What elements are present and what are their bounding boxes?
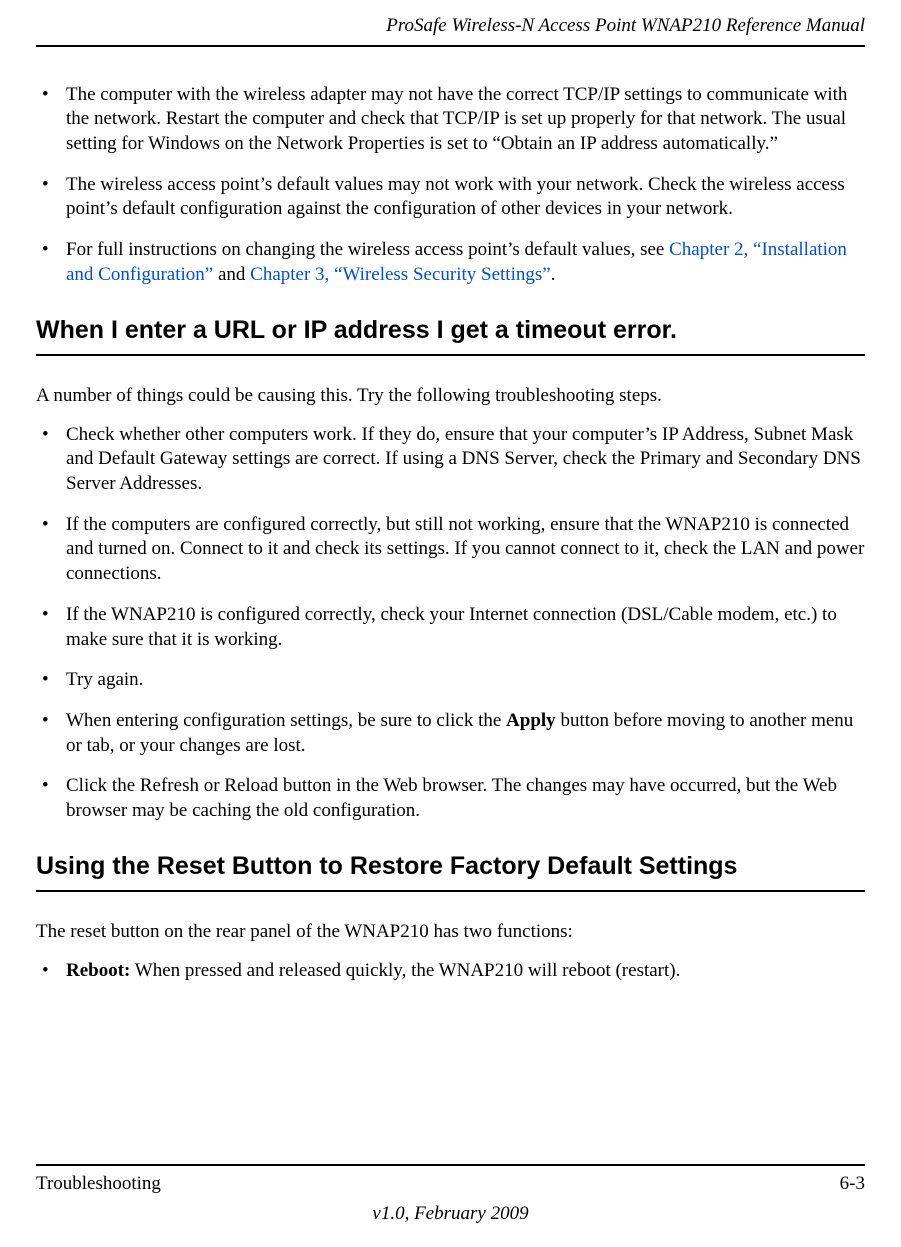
list-item: Check whether other computers work. If t… [36, 423, 865, 497]
list-item: Click the Refresh or Reload button in th… [36, 774, 865, 823]
section-heading-reset: Using the Reset Button to Restore Factor… [36, 850, 865, 893]
section-heading-timeout: When I enter a URL or IP address I get a… [36, 314, 865, 357]
text-run: For full instructions on changing the wi… [66, 239, 669, 260]
list-item: If the WNAP210 is configured correctly, … [36, 603, 865, 652]
cross-ref-link[interactable]: Chapter 3, “Wireless Security Settings” [250, 264, 551, 285]
bold-text: Apply [506, 710, 556, 731]
list-item: If the computers are configured correctl… [36, 513, 865, 587]
text-run: . [551, 264, 556, 285]
text-run: When pressed and released quickly, the W… [130, 960, 680, 981]
list-item: The wireless access point’s default valu… [36, 173, 865, 222]
footer-rule [36, 1164, 865, 1166]
footer-section-name: Troubleshooting [36, 1172, 161, 1197]
footer-version: v1.0, February 2009 [36, 1202, 865, 1227]
text-run: and [213, 264, 250, 285]
list-item: For full instructions on changing the wi… [36, 238, 865, 287]
list-item: Try again. [36, 668, 865, 693]
list-item: Reboot: When pressed and released quickl… [36, 959, 865, 984]
bullet-list-1: The computer with the wireless adapter m… [36, 83, 865, 288]
footer-row: Troubleshooting 6-3 [36, 1172, 865, 1197]
page-footer: Troubleshooting 6-3 v1.0, February 2009 [36, 1164, 865, 1227]
page-header: ProSafe Wireless-N Access Point WNAP210 … [36, 14, 865, 47]
bullet-list-2: Check whether other computers work. If t… [36, 423, 865, 824]
bullet-list-3: Reboot: When pressed and released quickl… [36, 959, 865, 984]
list-item: When entering configuration settings, be… [36, 709, 865, 758]
body-paragraph: The reset button on the rear panel of th… [36, 920, 865, 945]
bold-text: Reboot: [66, 960, 130, 981]
footer-page-number: 6-3 [840, 1172, 865, 1197]
body-paragraph: A number of things could be causing this… [36, 384, 865, 409]
document-page: ProSafe Wireless-N Access Point WNAP210 … [0, 0, 901, 1247]
list-item: The computer with the wireless adapter m… [36, 83, 865, 157]
text-run: When entering configuration settings, be… [66, 710, 506, 731]
